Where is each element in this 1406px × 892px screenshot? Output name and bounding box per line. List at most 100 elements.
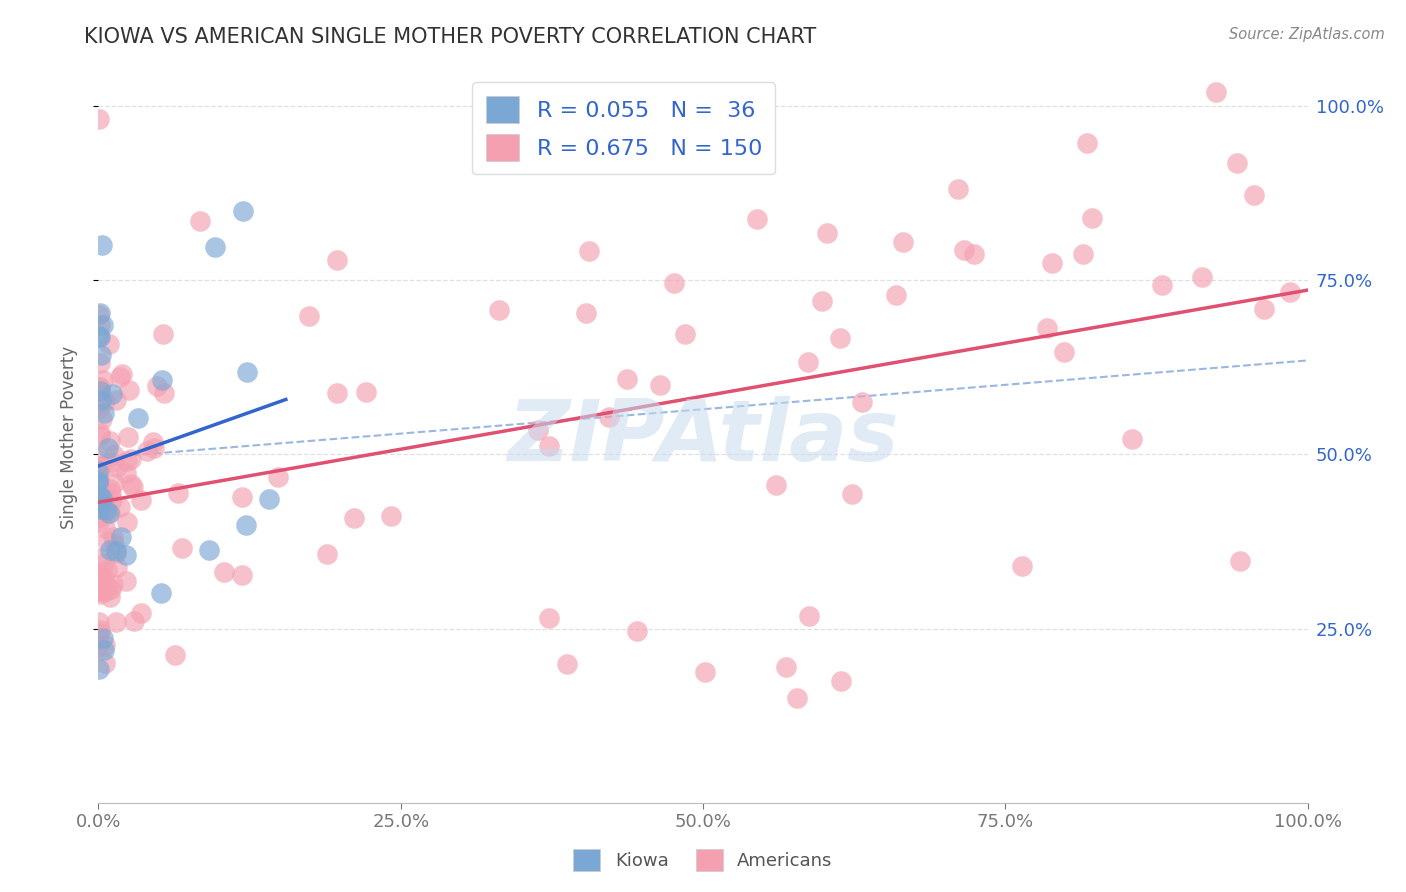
Point [96, 533, 118, 548]
Point [891, 235, 914, 249]
Text: KIOWA VS AMERICAN SINGLE MOTHER POVERTY CORRELATION CHART: KIOWA VS AMERICAN SINGLE MOTHER POVERTY … [84, 27, 817, 46]
Point [87, 615, 110, 629]
Point [115, 454, 138, 468]
Point [198, 542, 221, 557]
Point [90, 458, 112, 472]
Point [105, 560, 128, 574]
Point [94, 582, 117, 597]
Point [616, 372, 638, 386]
Point [172, 541, 194, 555]
Point [953, 243, 976, 257]
Point [87, 510, 110, 524]
Point [101, 577, 124, 591]
Point [145, 379, 167, 393]
Point [1243, 188, 1265, 202]
Point [257, 492, 280, 507]
Point [1229, 554, 1251, 568]
Point [963, 247, 986, 261]
Point [87, 464, 110, 478]
Point [97, 336, 120, 351]
Point [90, 348, 112, 362]
Point [89, 587, 111, 601]
Point [87, 625, 110, 640]
Point [90, 392, 112, 407]
Point [87, 501, 110, 516]
Point [97, 506, 120, 520]
Point [89, 489, 111, 503]
Point [1081, 211, 1104, 225]
Point [90, 583, 112, 598]
Point [1076, 136, 1098, 150]
Point [105, 544, 128, 558]
Point [167, 486, 190, 500]
Point [557, 657, 579, 671]
Point [1040, 256, 1063, 270]
Point [93, 572, 115, 586]
Point [103, 476, 125, 491]
Point [129, 606, 152, 620]
Point [136, 444, 159, 458]
Point [94, 393, 117, 408]
Point [745, 211, 768, 226]
Point [105, 392, 128, 407]
Point [94, 656, 117, 670]
Text: ZIPAtlas: ZIPAtlas [508, 395, 898, 479]
Point [87, 401, 110, 416]
Point [1071, 247, 1094, 261]
Point [89, 639, 111, 653]
Point [110, 367, 132, 381]
Point [89, 425, 111, 440]
Point [89, 112, 111, 127]
Point [188, 214, 211, 228]
Point [101, 492, 124, 507]
Point [537, 439, 560, 453]
Point [131, 492, 153, 507]
Point [1191, 270, 1213, 285]
Point [1035, 321, 1057, 335]
Point [101, 531, 124, 545]
Point [796, 355, 818, 369]
Point [115, 466, 138, 480]
Point [110, 530, 132, 544]
Point [96, 579, 118, 593]
Point [1011, 559, 1033, 574]
Point [108, 369, 131, 384]
Point [87, 467, 110, 482]
Point [1121, 432, 1143, 446]
Point [120, 477, 142, 491]
Point [89, 450, 111, 464]
Point [380, 509, 402, 524]
Point [90, 570, 112, 584]
Point [343, 511, 366, 525]
Point [89, 356, 111, 370]
Point [87, 464, 110, 478]
Point [100, 582, 122, 596]
Legend: R = 0.055   N =  36, R = 0.675   N = 150: R = 0.055 N = 36, R = 0.675 N = 150 [472, 82, 776, 175]
Point [91, 373, 114, 387]
Point [115, 548, 138, 562]
Point [1226, 156, 1249, 170]
Point [231, 567, 253, 582]
Point [104, 615, 127, 630]
Point [87, 475, 110, 489]
Point [152, 326, 174, 341]
Point [298, 309, 321, 323]
Point [98, 506, 121, 520]
Point [267, 470, 290, 484]
Point [103, 449, 125, 463]
Point [488, 303, 510, 318]
Point [87, 329, 110, 343]
Point [97, 441, 120, 455]
Point [673, 327, 696, 342]
Point [93, 643, 115, 657]
Point [235, 517, 257, 532]
Point [650, 377, 672, 392]
Point [100, 455, 122, 469]
Point [87, 515, 110, 529]
Legend: Kiowa, Americans: Kiowa, Americans [567, 842, 839, 879]
Point [87, 474, 110, 488]
Point [100, 542, 122, 557]
Point [118, 383, 141, 397]
Point [103, 537, 125, 551]
Point [91, 498, 114, 512]
